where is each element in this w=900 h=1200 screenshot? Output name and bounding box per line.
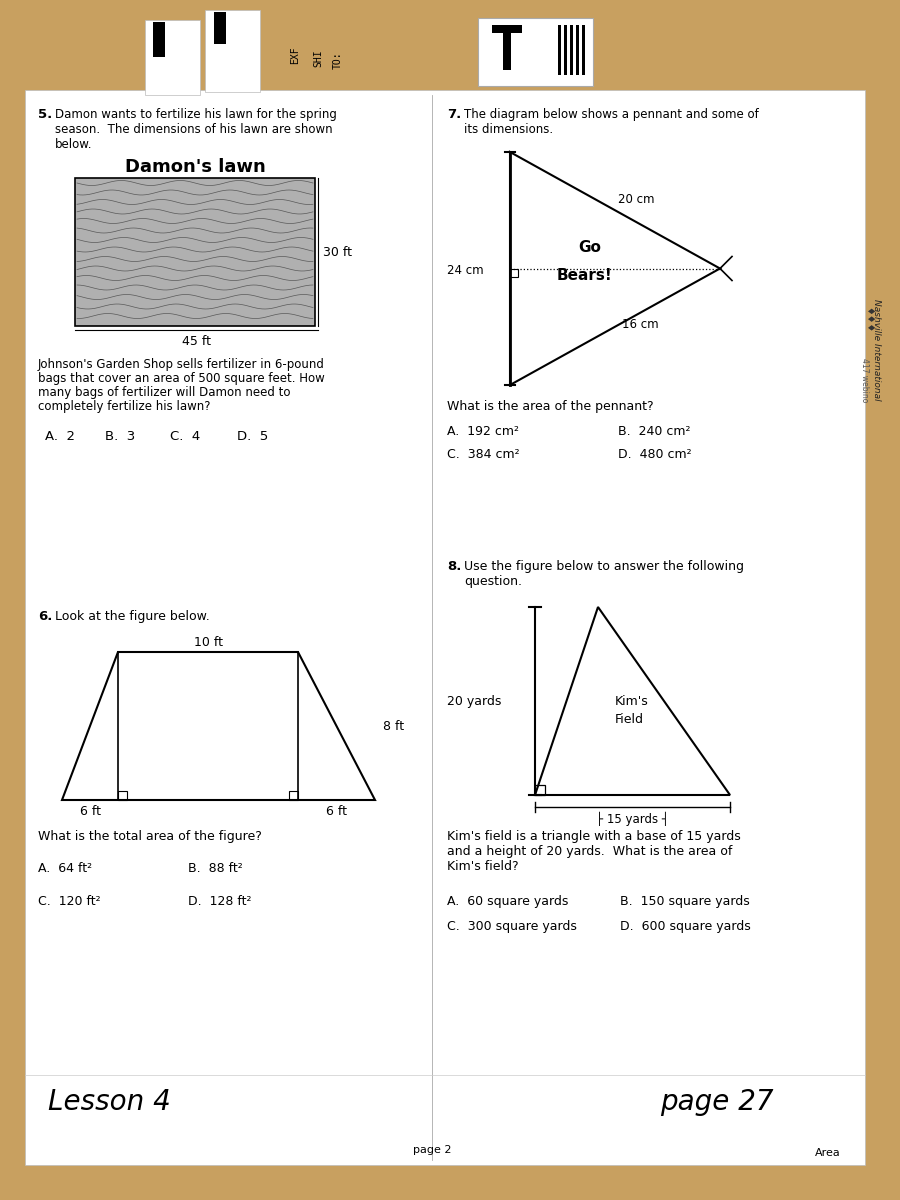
Text: C.  384 cm²: C. 384 cm² bbox=[447, 448, 519, 461]
Text: its dimensions.: its dimensions. bbox=[464, 122, 554, 136]
Text: season.  The dimensions of his lawn are shown: season. The dimensions of his lawn are s… bbox=[55, 122, 333, 136]
Text: Damon's lawn: Damon's lawn bbox=[124, 158, 266, 176]
Text: C.  4: C. 4 bbox=[170, 430, 200, 443]
Bar bbox=[576, 25, 579, 74]
Text: A.  192 cm²: A. 192 cm² bbox=[447, 425, 519, 438]
Text: Kim's: Kim's bbox=[615, 695, 649, 708]
Text: Nashville International: Nashville International bbox=[872, 299, 881, 401]
Text: ├ 15 yards ┤: ├ 15 yards ┤ bbox=[596, 812, 669, 827]
Bar bbox=[205, 10, 260, 92]
Bar bbox=[570, 25, 573, 74]
Text: Look at the figure below.: Look at the figure below. bbox=[55, 610, 210, 623]
Text: What is the area of the pennant?: What is the area of the pennant? bbox=[447, 400, 653, 413]
Text: 8.: 8. bbox=[447, 560, 462, 572]
Text: B.  3: B. 3 bbox=[105, 430, 135, 443]
Text: 20 yards: 20 yards bbox=[447, 695, 501, 708]
Text: D.  600 square yards: D. 600 square yards bbox=[620, 920, 751, 934]
Text: D.  480 cm²: D. 480 cm² bbox=[618, 448, 691, 461]
Bar bbox=[558, 25, 561, 74]
Text: Use the figure below to answer the following: Use the figure below to answer the follo… bbox=[464, 560, 744, 572]
Text: Bears!: Bears! bbox=[557, 268, 613, 282]
Text: Kim's field is a triangle with a base of 15 yards: Kim's field is a triangle with a base of… bbox=[447, 830, 741, 842]
Text: and a height of 20 yards.  What is the area of: and a height of 20 yards. What is the ar… bbox=[447, 845, 733, 858]
Text: 5.: 5. bbox=[38, 108, 52, 121]
Bar bbox=[492, 25, 522, 32]
Text: What is the total area of the figure?: What is the total area of the figure? bbox=[38, 830, 262, 842]
Text: EXF: EXF bbox=[290, 46, 300, 64]
Text: question.: question. bbox=[464, 575, 522, 588]
Text: 6 ft: 6 ft bbox=[326, 805, 346, 818]
Text: ♦♦♦: ♦♦♦ bbox=[863, 307, 873, 334]
Text: completely fertilize his lawn?: completely fertilize his lawn? bbox=[38, 400, 211, 413]
Text: many bags of fertilizer will Damon need to: many bags of fertilizer will Damon need … bbox=[38, 386, 291, 398]
Text: SHI: SHI bbox=[313, 49, 323, 67]
Bar bbox=[510, 269, 518, 276]
Bar bbox=[25, 90, 865, 1165]
Bar bbox=[535, 785, 545, 794]
Text: Kim's field?: Kim's field? bbox=[447, 860, 518, 874]
Text: Johnson's Garden Shop sells fertilizer in 6-pound: Johnson's Garden Shop sells fertilizer i… bbox=[38, 358, 325, 371]
Bar bbox=[582, 25, 585, 74]
Bar bbox=[289, 791, 298, 800]
Text: 20 cm: 20 cm bbox=[618, 193, 654, 206]
Text: Damon wants to fertilize his lawn for the spring: Damon wants to fertilize his lawn for th… bbox=[55, 108, 337, 121]
Text: TO:: TO: bbox=[333, 52, 343, 68]
Text: 16 cm: 16 cm bbox=[622, 318, 659, 331]
Text: D.  5: D. 5 bbox=[237, 430, 268, 443]
Bar bbox=[564, 25, 567, 74]
Text: page 27: page 27 bbox=[660, 1088, 773, 1116]
Bar bbox=[145, 20, 200, 95]
Text: below.: below. bbox=[55, 138, 93, 151]
Text: bags that cover an area of 500 square feet. How: bags that cover an area of 500 square fe… bbox=[38, 372, 325, 385]
Bar bbox=[214, 12, 226, 44]
Bar bbox=[118, 791, 127, 800]
Text: 6 ft: 6 ft bbox=[79, 805, 101, 818]
Text: 417 webino: 417 webino bbox=[860, 358, 869, 402]
Text: C.  120 ft²: C. 120 ft² bbox=[38, 895, 101, 908]
Text: A.  2: A. 2 bbox=[45, 430, 75, 443]
Text: Field: Field bbox=[615, 713, 644, 726]
Text: B.  88 ft²: B. 88 ft² bbox=[188, 862, 243, 875]
Text: Go: Go bbox=[579, 240, 601, 256]
Text: D.  128 ft²: D. 128 ft² bbox=[188, 895, 251, 908]
Text: Area: Area bbox=[815, 1148, 841, 1158]
Text: 45 ft: 45 ft bbox=[182, 335, 211, 348]
Text: 30 ft: 30 ft bbox=[323, 246, 352, 258]
Text: A.  60 square yards: A. 60 square yards bbox=[447, 895, 569, 908]
Text: B.  240 cm²: B. 240 cm² bbox=[618, 425, 690, 438]
Bar bbox=[75, 178, 315, 326]
Text: The diagram below shows a pennant and some of: The diagram below shows a pennant and so… bbox=[464, 108, 759, 121]
Text: 24 cm: 24 cm bbox=[447, 264, 483, 277]
Bar bbox=[153, 22, 165, 56]
Text: 10 ft: 10 ft bbox=[194, 636, 222, 649]
Bar bbox=[503, 25, 511, 70]
Text: C.  300 square yards: C. 300 square yards bbox=[447, 920, 577, 934]
Text: page 2: page 2 bbox=[413, 1145, 451, 1154]
Bar bbox=[478, 18, 593, 86]
Text: Lesson 4: Lesson 4 bbox=[48, 1088, 171, 1116]
Text: 8 ft: 8 ft bbox=[383, 720, 404, 732]
Text: 6.: 6. bbox=[38, 610, 52, 623]
Text: A.  64 ft²: A. 64 ft² bbox=[38, 862, 92, 875]
Text: 7.: 7. bbox=[447, 108, 461, 121]
Text: B.  150 square yards: B. 150 square yards bbox=[620, 895, 750, 908]
